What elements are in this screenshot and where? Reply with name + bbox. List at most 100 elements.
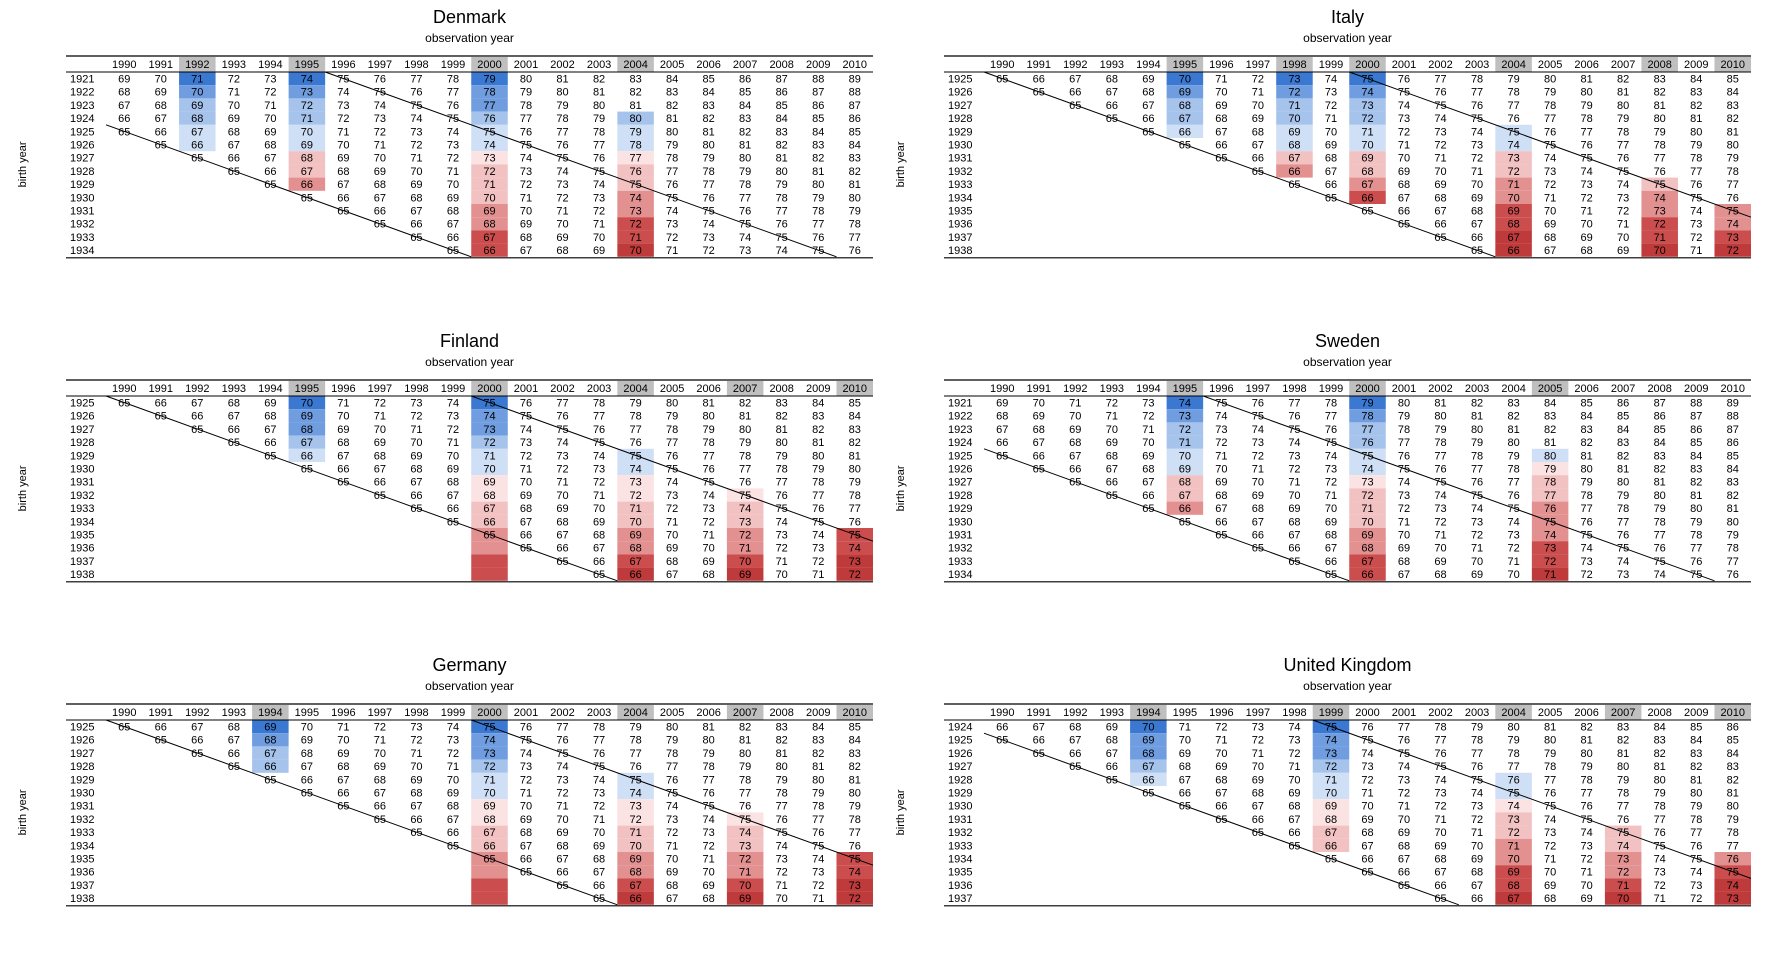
panel-3-cell-value: 78 <box>1507 464 1519 476</box>
panel-4-cell-value: 75 <box>739 814 751 826</box>
panel-4-col-header: 1991 <box>149 707 173 719</box>
panel-1-cell-value: 65 <box>1398 219 1410 231</box>
panel-4-cell-shade-1926-2000 <box>471 733 508 747</box>
panel-5-cell-value: 73 <box>1288 735 1300 747</box>
panel-3-cell-value: 71 <box>1398 516 1410 528</box>
panel-2-cell-value: 65 <box>301 464 313 476</box>
panel-2-cell-value: 67 <box>191 398 203 410</box>
panel-5-cell-value: 65 <box>1179 801 1191 813</box>
panel-0-cell-value: 78 <box>812 206 824 218</box>
panel-0-row-label: 1931 <box>70 206 94 218</box>
panel-3-row-label: 1930 <box>948 516 972 528</box>
panel-5-cell-value: 82 <box>1581 722 1593 734</box>
panel-1-cell-value: 69 <box>1617 245 1629 257</box>
panel-3-cell-shade-1923-1995 <box>1166 422 1204 436</box>
panel-4-cell-value: 67 <box>301 761 313 773</box>
panel-3-cell-value: 67 <box>1142 477 1154 489</box>
panel-3-cell-value: 68 <box>1179 477 1191 489</box>
panel-0-cell-value: 73 <box>556 179 568 191</box>
panel-4-cell-value: 75 <box>556 748 568 760</box>
panel-0-cell-value: 71 <box>447 166 459 178</box>
panel-5-cell-value: 71 <box>1252 748 1264 760</box>
panel-2-cell-value: 67 <box>410 477 422 489</box>
panel-4-cell-shade-1926-1994 <box>252 733 289 747</box>
panel-5-cell-value: 69 <box>1581 893 1593 905</box>
panel-2-cell-shade-1925-1995 <box>288 396 326 410</box>
panel-4-cell-value: 76 <box>556 735 568 747</box>
panel-0-cell-value: 82 <box>629 87 641 99</box>
panel-2-cell-value: 82 <box>776 411 788 423</box>
panel-4-cell-shade-1934-2004 <box>617 838 654 852</box>
panel-4-cell-value: 69 <box>629 854 641 866</box>
panel-0-cell-value: 67 <box>191 126 203 138</box>
panel-2-cell-value: 74 <box>483 411 495 423</box>
panel-2-cell-value: 84 <box>812 398 824 410</box>
panel-1-cell-value: 79 <box>1581 100 1593 112</box>
panel-2-row-label: 1925 <box>70 398 94 410</box>
panel-2-cell-value: 70 <box>483 464 495 476</box>
panel-5-cell-value: 70 <box>1617 893 1629 905</box>
panel-5-cell-shade-1930-1999 <box>1312 799 1350 813</box>
panel-4-cell-value: 75 <box>666 788 678 800</box>
panel-3-cell-value: 66 <box>1215 516 1227 528</box>
panel-5-cell-value: 65 <box>1398 880 1410 892</box>
panel-3-cell-value: 74 <box>1507 516 1519 528</box>
panel-1-col-header: 2000 <box>1355 59 1379 71</box>
panel-1-cell-value: 66 <box>1325 179 1337 191</box>
panel-0-cell-value: 74 <box>520 153 532 165</box>
panel-3-cell-value: 65 <box>1215 530 1227 542</box>
panel-1-cell-value: 77 <box>1471 87 1483 99</box>
panel-2-col-header: 1992 <box>185 383 209 395</box>
panel-1-row-label: 1935 <box>948 206 972 218</box>
panel-2-cell-value: 74 <box>666 477 678 489</box>
panel-5-cell-value: 73 <box>1581 840 1593 852</box>
panel-1-cell-value: 72 <box>1727 245 1739 257</box>
panel-2-cell-shade-1937-2000 <box>471 554 508 568</box>
panel-2-cell-value: 78 <box>739 450 751 462</box>
panel-0-cell-value: 82 <box>703 113 715 125</box>
panel-2-cell-value: 74 <box>556 437 568 449</box>
panel-4-cell-value: 70 <box>410 761 422 773</box>
panel-1-cell-value: 71 <box>1252 87 1264 99</box>
panel-0-cell-value: 69 <box>337 153 349 165</box>
panel-5-cell-value: 66 <box>1252 814 1264 826</box>
panel-5-cell-value: 74 <box>1325 735 1337 747</box>
panel-1-cell-value: 75 <box>1507 126 1519 138</box>
panel-5-cell-value: 65 <box>1106 774 1118 786</box>
panel-5-cell-value: 65 <box>1325 854 1337 866</box>
panel-2-cell-shade-1926-1995 <box>288 409 326 423</box>
panel-2-cell-shade-1934-2000 <box>471 514 508 528</box>
panel-5-cell-value: 80 <box>1654 774 1666 786</box>
panel-5-cell-value: 68 <box>1398 840 1410 852</box>
panel-5-cell-value: 73 <box>1471 801 1483 813</box>
panel-1-cell-shade-1930-2000 <box>1349 138 1386 152</box>
panel-5-cell-value: 66 <box>1215 801 1227 813</box>
panel-5-col-header: 2005 <box>1538 707 1562 719</box>
panel-4-row-label: 1937 <box>70 880 94 892</box>
panel-3-cell-value: 78 <box>1471 450 1483 462</box>
panel-3-cell-value: 83 <box>1581 424 1593 436</box>
panel-5-cell-value: 73 <box>1434 788 1446 800</box>
panel-0-cell-value: 69 <box>155 87 167 99</box>
panel-2-cell-value: 67 <box>264 424 276 436</box>
panel-1-col-header: 1996 <box>1209 59 1233 71</box>
panel-2-cell-value: 66 <box>629 569 641 581</box>
panel-5-cell-shade-1934-2010 <box>1714 852 1751 866</box>
panel-0-cell-value: 75 <box>410 100 422 112</box>
panel-0-cell-value: 81 <box>776 153 788 165</box>
panel-5-cell-value: 72 <box>1581 854 1593 866</box>
panel-5-cell-shade-1927-1999 <box>1312 759 1350 773</box>
panel-0-row-label: 1925 <box>70 126 94 138</box>
panel-0-cell-value: 79 <box>666 140 678 152</box>
panel-2-col-header: 2003 <box>587 383 611 395</box>
panel-0-cell-value: 78 <box>483 87 495 99</box>
panel-4-cell-value: 67 <box>410 801 422 813</box>
panel-3-cell-value: 71 <box>1106 411 1118 423</box>
panel-5-col-header: 1990 <box>990 707 1014 719</box>
panel-3-cell-value: 70 <box>1033 398 1045 410</box>
panel-1-cell-value: 78 <box>1690 153 1702 165</box>
panel-5-row-label: 1929 <box>948 788 972 800</box>
panel-3-cell-value: 75 <box>1471 490 1483 502</box>
panel-2-cell-value: 70 <box>337 411 349 423</box>
panel-1-cell-value: 73 <box>1617 192 1629 204</box>
